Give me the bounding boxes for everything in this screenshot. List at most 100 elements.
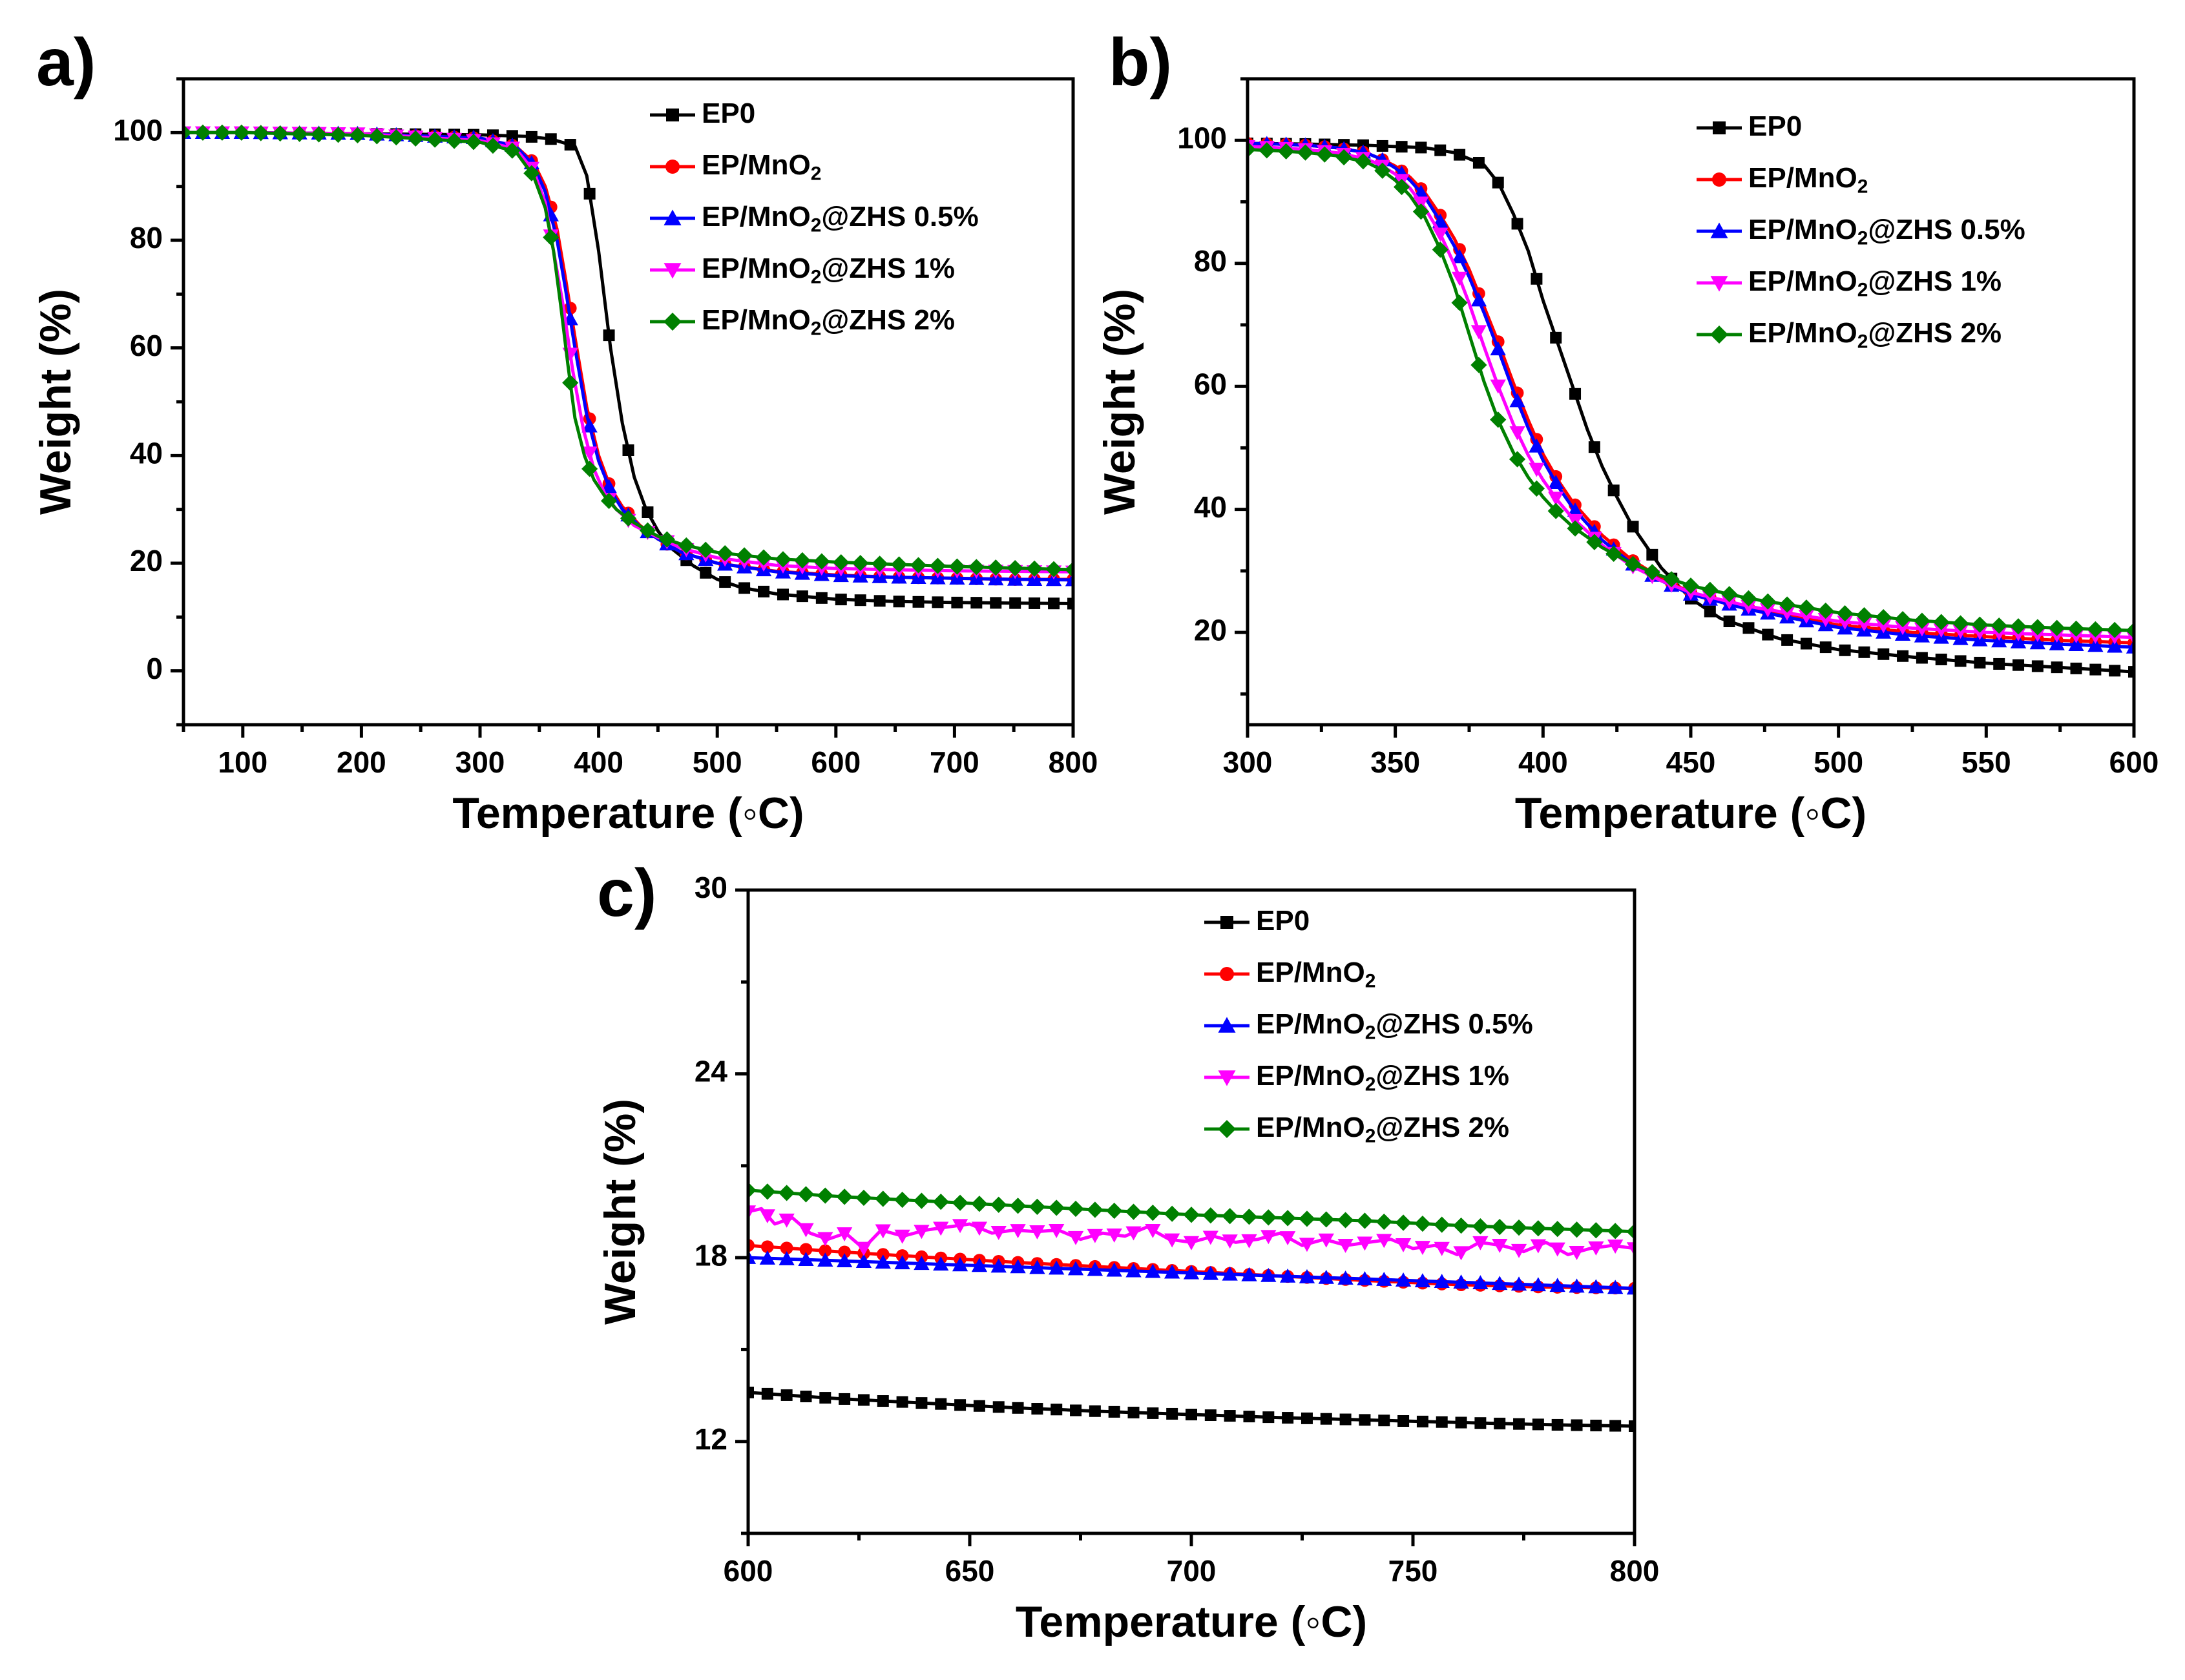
legend-item: EP/MnO2​@ZHS 1% bbox=[1204, 1060, 1509, 1095]
legend-marker bbox=[1218, 1070, 1236, 1086]
data-point bbox=[183, 124, 192, 141]
data-point bbox=[1472, 1218, 1489, 1235]
data-point bbox=[1759, 593, 1776, 610]
data-point bbox=[2126, 639, 2134, 654]
x-axis-label: Temperature (◦C) bbox=[452, 789, 804, 838]
data-point bbox=[1470, 292, 1487, 307]
data-point bbox=[465, 134, 482, 150]
data-point bbox=[1933, 614, 1950, 630]
legend-marker bbox=[666, 109, 679, 121]
data-point bbox=[1452, 1217, 1470, 1234]
legend-item: EP/MnO2​@ZHS 2% bbox=[650, 304, 955, 339]
legend-item: EP0 bbox=[650, 98, 755, 129]
data-point bbox=[1971, 616, 1988, 633]
data-point bbox=[2089, 663, 2102, 676]
data-point bbox=[1914, 622, 1930, 637]
series-ep-mno2-zhs-2pct bbox=[748, 1182, 1635, 1240]
data-point bbox=[1414, 1241, 1431, 1256]
data-point bbox=[1626, 1242, 1635, 1257]
data-point bbox=[1297, 144, 1314, 161]
data-point bbox=[1530, 1277, 1547, 1292]
data-point bbox=[1106, 1262, 1122, 1277]
data-point bbox=[935, 1398, 947, 1410]
data-point bbox=[948, 558, 965, 575]
data-point bbox=[1164, 1233, 1180, 1248]
y-tick-label: 80 bbox=[1194, 244, 1227, 278]
data-point bbox=[583, 187, 596, 200]
data-point bbox=[1240, 1208, 1258, 1225]
data-point bbox=[1065, 561, 1073, 578]
data-point bbox=[913, 1192, 930, 1209]
data-point bbox=[1316, 146, 1333, 163]
data-point bbox=[1029, 1198, 1045, 1215]
data-point bbox=[1087, 1229, 1103, 1243]
data-point bbox=[1548, 475, 1564, 489]
data-point bbox=[1839, 644, 1851, 656]
data-point bbox=[1721, 586, 1738, 603]
data-point bbox=[291, 125, 308, 142]
data-point bbox=[1087, 1201, 1103, 1218]
y-axis-label: Weight (%) bbox=[1095, 289, 1144, 515]
data-point bbox=[1012, 1402, 1024, 1414]
data-point bbox=[1933, 623, 1949, 638]
legend-marker bbox=[1220, 967, 1234, 981]
data-point bbox=[1416, 1415, 1428, 1427]
data-point bbox=[1434, 1274, 1450, 1288]
data-point bbox=[1396, 141, 1408, 153]
data-point bbox=[1588, 441, 1600, 453]
data-point bbox=[1590, 1419, 1602, 1431]
y-tick-label: 60 bbox=[130, 329, 163, 362]
data-point bbox=[1356, 1212, 1374, 1229]
y-tick-label: 12 bbox=[695, 1422, 727, 1456]
data-point bbox=[1106, 1228, 1122, 1243]
data-point bbox=[1051, 1404, 1063, 1416]
data-point bbox=[813, 553, 830, 570]
data-point bbox=[1089, 1405, 1101, 1417]
data-point bbox=[1991, 617, 2007, 634]
data-point bbox=[1587, 1222, 1604, 1239]
legend-item: EP/MnO2​ bbox=[1204, 957, 1375, 991]
data-point bbox=[738, 582, 751, 594]
x-tick-label: 600 bbox=[724, 1554, 773, 1588]
data-point bbox=[1644, 564, 1660, 581]
legend-label: EP/MnO2​@ZHS 0.5% bbox=[702, 201, 979, 236]
x-tick-label: 650 bbox=[945, 1554, 995, 1588]
data-point bbox=[914, 1225, 930, 1239]
data-point bbox=[1741, 599, 1757, 614]
data-point bbox=[1798, 609, 1815, 624]
data-point bbox=[1800, 638, 1812, 650]
legend-marker bbox=[1713, 121, 1726, 134]
data-point bbox=[779, 1251, 795, 1265]
data-point bbox=[1567, 520, 1584, 537]
data-point bbox=[1571, 1419, 1583, 1431]
data-point bbox=[1376, 1272, 1392, 1286]
data-point bbox=[1605, 545, 1622, 563]
legend-label: EP/MnO2​ bbox=[1748, 162, 1868, 198]
series-line bbox=[1248, 141, 2134, 649]
legend-marker bbox=[1710, 222, 1728, 238]
legend-item: EP/MnO2​@ZHS 2% bbox=[1204, 1112, 1509, 1146]
data-point bbox=[894, 1229, 910, 1244]
data-point bbox=[1243, 1411, 1255, 1423]
legend-item: EP/MnO2​@ZHS 1% bbox=[1697, 265, 2002, 300]
legend-label: EP0 bbox=[702, 98, 755, 129]
panel-tag: b) bbox=[1109, 25, 1172, 100]
data-point bbox=[1952, 615, 1969, 632]
legend-item: EP/MnO2​ bbox=[650, 149, 821, 184]
data-point bbox=[1049, 1223, 1065, 1238]
data-point bbox=[1415, 141, 1427, 154]
data-point bbox=[1549, 1221, 1566, 1238]
data-point bbox=[836, 1188, 853, 1205]
data-point bbox=[253, 125, 269, 141]
data-point bbox=[775, 551, 791, 568]
data-point bbox=[748, 1182, 757, 1199]
data-point bbox=[426, 131, 443, 148]
data-point bbox=[839, 1393, 851, 1405]
data-point bbox=[759, 1209, 775, 1224]
data-point bbox=[1248, 141, 1256, 158]
data-point bbox=[1414, 1215, 1431, 1232]
data-point bbox=[971, 1196, 988, 1212]
data-point bbox=[368, 128, 385, 145]
data-point bbox=[1494, 1417, 1506, 1429]
data-point bbox=[1376, 1234, 1392, 1249]
